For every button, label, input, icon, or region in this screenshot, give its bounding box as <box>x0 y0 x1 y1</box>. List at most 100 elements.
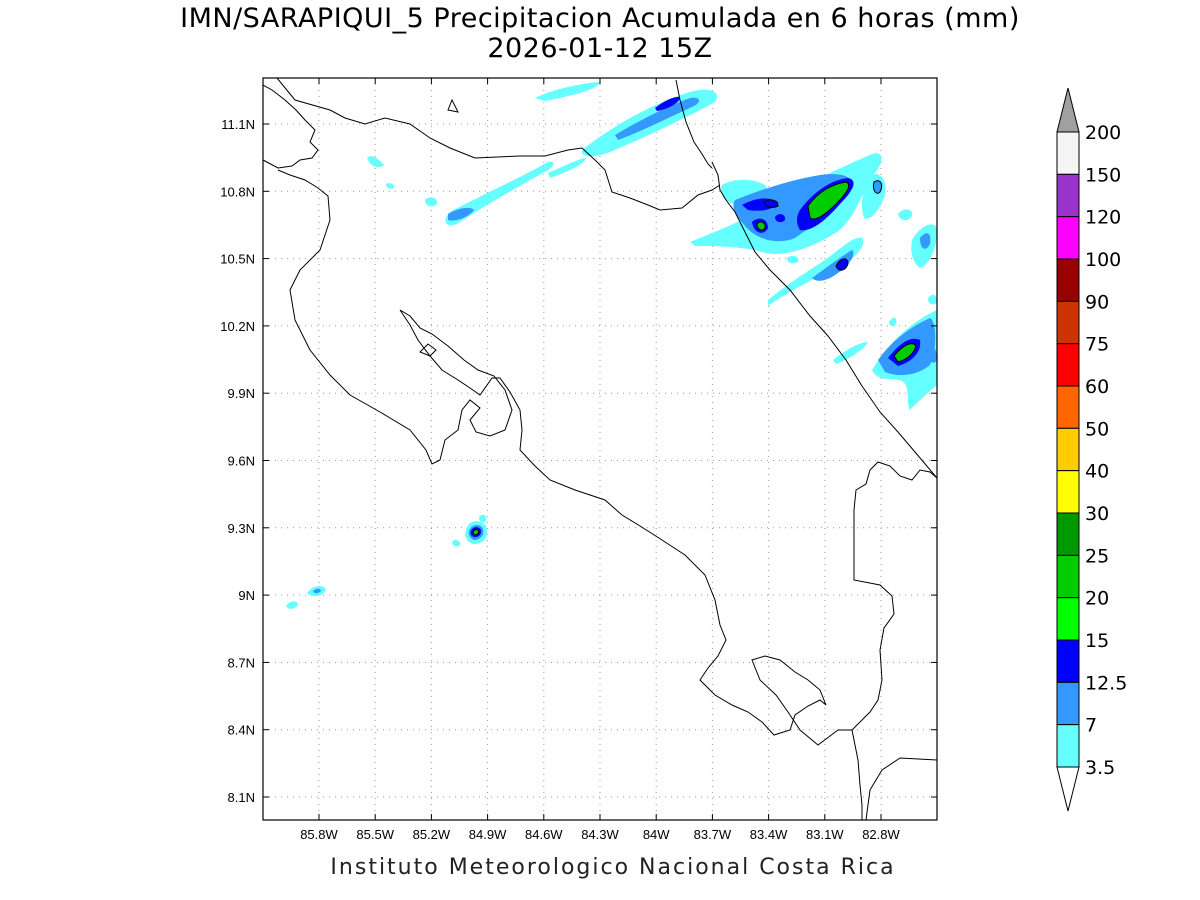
map-subtitle-date: 2026-01-12 15Z <box>487 33 713 64</box>
lat-tick-label: 9N <box>238 588 255 603</box>
colorbar-swatch <box>1056 343 1080 387</box>
colorbar-swatch <box>1056 470 1080 514</box>
precip-cell <box>928 347 937 363</box>
colorbar-label: 30 <box>1085 503 1109 525</box>
lat-tick-label: 8.1N <box>228 790 255 805</box>
longitude-labels: 85.8W 85.5W 85.2W 84.9W 84.6W 84.3W 84W 83.7W 83… <box>300 78 901 842</box>
colorbar-label: 150 <box>1085 164 1121 186</box>
precip-cell <box>873 180 882 194</box>
colorbar-label: 120 <box>1085 207 1121 229</box>
lon-tick-label: 85.8W <box>300 827 338 842</box>
contour-line <box>807 181 850 220</box>
precip-cell <box>808 182 849 220</box>
graticule <box>263 78 937 820</box>
colorbar-swatch <box>1056 385 1080 429</box>
colorbar-label: 12.5 <box>1085 672 1127 694</box>
colorbar-swatch <box>1056 427 1080 472</box>
colorbar-label: 20 <box>1085 588 1109 610</box>
lat-tick-label: 9.9N <box>228 386 255 401</box>
precip-cell <box>764 199 778 208</box>
colorbar-swatch <box>1056 131 1080 175</box>
colorbar-swatch <box>1056 512 1080 556</box>
nicaragua-border <box>276 78 721 211</box>
colorbar-swatch <box>1056 173 1080 218</box>
lake-island <box>447 98 459 113</box>
precip-cell <box>548 158 586 178</box>
precip-cell <box>479 514 487 523</box>
contour-line <box>756 221 766 231</box>
precip-cell <box>615 97 699 140</box>
precip-cell <box>920 233 931 249</box>
precipitation-field <box>286 82 937 609</box>
lat-tick-label: 8.4N <box>228 723 255 738</box>
contour-lines <box>472 180 917 536</box>
lon-tick-label: 84.9W <box>469 827 507 842</box>
pacific-coast <box>277 169 863 820</box>
precip-cell <box>757 221 766 231</box>
colorbar-label: 75 <box>1085 334 1109 356</box>
panama-border <box>851 461 937 731</box>
coastlines <box>263 78 937 820</box>
colorbar-swatch <box>1056 300 1080 345</box>
lat-tick-label: 11.1N <box>221 117 255 132</box>
precip-cell <box>313 588 321 594</box>
lon-tick-label: 84W <box>643 827 670 842</box>
precip-cell <box>812 250 854 281</box>
lat-tick-label: 9.3N <box>228 521 255 536</box>
precip-cell <box>787 255 799 264</box>
precip-cell <box>768 237 864 306</box>
precip-cell <box>386 183 395 189</box>
contour-line <box>472 529 480 536</box>
colorbar-label: 7 <box>1085 715 1097 737</box>
lon-tick-label: 83.4W <box>750 827 788 842</box>
lat-tick-label: 10.8N <box>220 184 255 199</box>
lon-tick-label: 85.5W <box>356 827 394 842</box>
coastal-island <box>419 343 437 357</box>
colorbar-label: 100 <box>1085 249 1121 271</box>
contour-line <box>835 258 849 271</box>
precip-cell <box>898 209 913 221</box>
colorbar-label: 15 <box>1085 630 1109 652</box>
colorbar-label: 60 <box>1085 376 1109 398</box>
colorbar-swatch <box>1056 258 1080 302</box>
precip-cell <box>775 214 786 223</box>
colorbar-swatch <box>1056 681 1080 726</box>
colorbar-label: 3.5 <box>1085 757 1115 779</box>
colorbar-swatch <box>1056 639 1080 683</box>
latitude-labels: 11.1N 10.8N 10.5N 10.2N 9.9N 9.6N 9.3N 9N 8.7N 8.… <box>220 117 937 805</box>
pacific-coast-west <box>263 84 319 169</box>
colorbar-label: 90 <box>1085 291 1109 313</box>
precip-cell <box>425 197 438 207</box>
precip-cell <box>448 207 474 221</box>
lon-tick-label: 83.7W <box>694 827 732 842</box>
contour-line <box>763 199 779 208</box>
lat-tick-label: 10.5N <box>220 252 255 267</box>
lon-tick-label: 85.2W <box>413 827 451 842</box>
border-san-juan <box>675 79 713 169</box>
lat-tick-label: 8.7N <box>228 655 255 670</box>
lat-tick-label: 10.2N <box>220 319 255 334</box>
colorbar-swatch <box>1056 724 1080 768</box>
colorbar: 200 150 120 100 90 75 60 50 40 30 25 20 15 12.5 7 3.5 <box>1056 87 1127 812</box>
colorbar-swatch <box>1056 554 1080 599</box>
colorbar-swatch <box>1056 216 1080 260</box>
colorbar-swatch <box>1056 597 1080 641</box>
precip-cell <box>535 82 600 101</box>
lat-tick-label: 9.6N <box>228 454 255 469</box>
precip-cell <box>367 156 384 168</box>
lon-tick-label: 83.1W <box>806 827 844 842</box>
precip-cell <box>452 539 461 547</box>
colorbar-min-triangle <box>1056 766 1080 812</box>
contour-line <box>893 343 917 363</box>
colorbar-label: 50 <box>1085 418 1109 440</box>
precip-cell <box>889 317 897 327</box>
precip-cell <box>928 294 937 305</box>
lon-tick-label: 82.8W <box>862 827 900 842</box>
panama-coast <box>865 757 937 820</box>
colorbar-label: 200 <box>1085 122 1121 144</box>
map-title: IMN/SARAPIQUI_5 Precipitacion Acumulada … <box>180 3 1020 34</box>
precip-cell <box>894 343 916 362</box>
colorbar-label: 40 <box>1085 461 1109 483</box>
lon-tick-label: 84.3W <box>581 827 619 842</box>
